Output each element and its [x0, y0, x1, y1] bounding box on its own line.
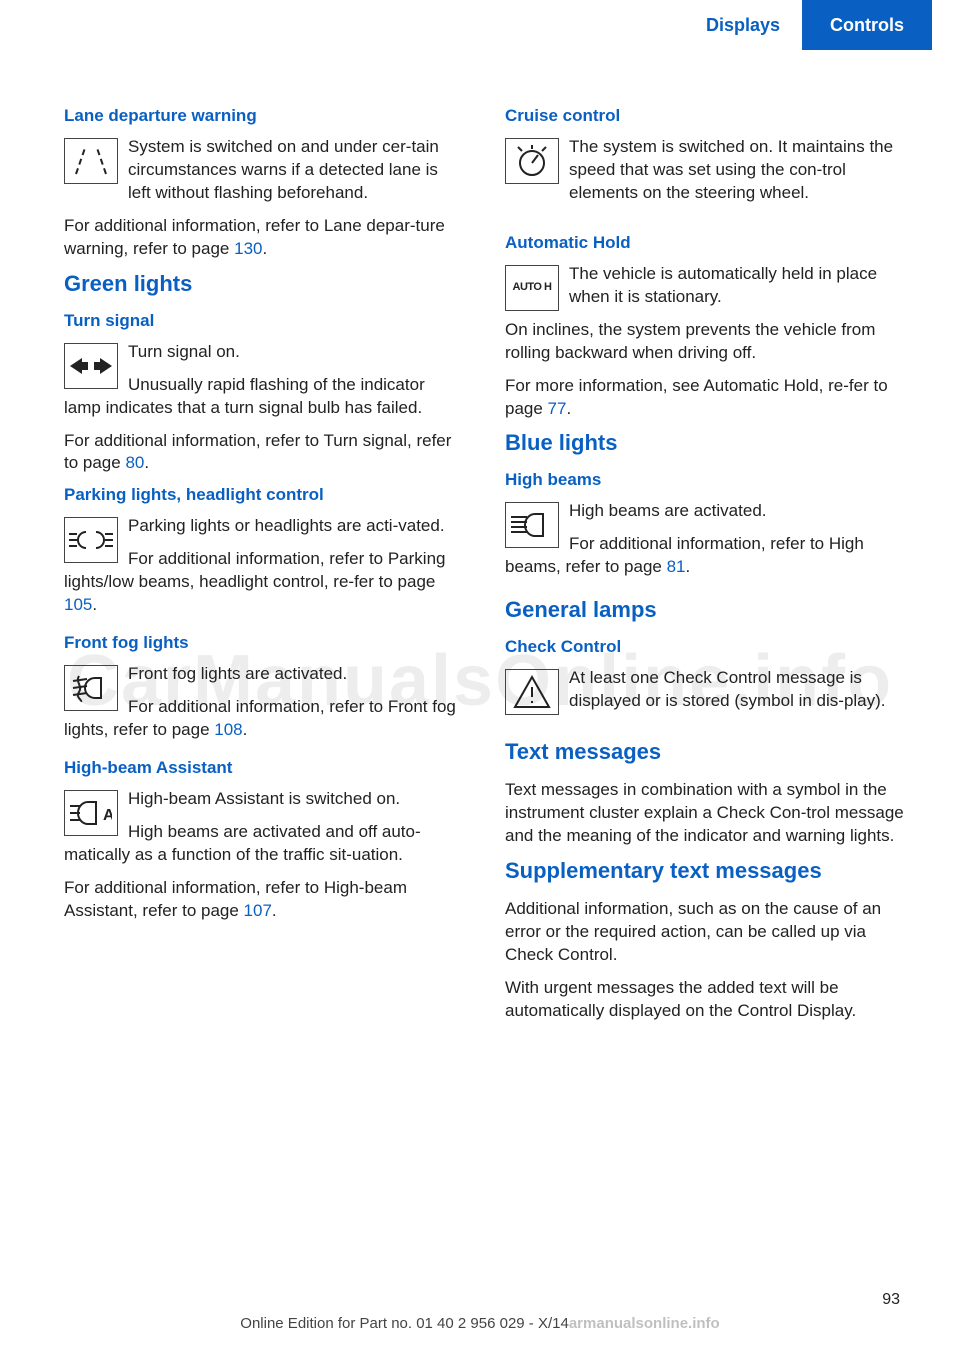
fog-lights-icon	[64, 665, 118, 711]
green-lights-title: Green lights	[64, 271, 465, 297]
high-beam-assist-line1: High-beam Assistant is switched on.	[64, 788, 465, 811]
turn-signal-ref-suffix: .	[144, 453, 149, 472]
page-link-130[interactable]: 130	[234, 239, 262, 258]
high-beam-assist-ref-prefix: For additional information, refer to Hig…	[64, 878, 407, 920]
lane-departure-title: Lane departure warning	[64, 106, 465, 126]
cruise-control-block: The system is switched on. It maintains …	[505, 136, 906, 215]
auto-hold-icon: AUTO H	[505, 265, 559, 311]
cruise-control-title: Cruise control	[505, 106, 906, 126]
page-header: Displays Controls	[0, 0, 960, 50]
left-column: Lane departure warning System is switche…	[64, 100, 465, 1033]
page-link-108[interactable]: 108	[214, 720, 242, 739]
front-fog-title: Front fog lights	[64, 633, 465, 653]
cruise-control-icon	[505, 138, 559, 184]
page-link-80[interactable]: 80	[125, 453, 144, 472]
turn-signal-ref: For additional information, refer to Tur…	[64, 430, 465, 476]
page-footer: 93 Online Edition for Part no. 01 40 2 9…	[0, 1291, 960, 1332]
high-beam-assist-icon: A	[64, 790, 118, 836]
high-beams-ref: For additional information, refer to Hig…	[505, 533, 906, 579]
turn-signal-ref-prefix: For additional information, refer to Tur…	[64, 431, 451, 473]
parking-lights-icon	[64, 517, 118, 563]
lane-departure-body: System is switched on and under cer‐tain…	[64, 136, 465, 205]
lane-departure-block: System is switched on and under cer‐tain…	[64, 136, 465, 215]
header-tabs: Displays Controls	[684, 0, 932, 50]
parking-lights-line1: Parking lights or headlights are acti‐va…	[64, 515, 465, 538]
supplementary-body2: With urgent messages the added text will…	[505, 977, 906, 1023]
parking-lights-title: Parking lights, headlight control	[64, 485, 465, 505]
footer-edition-prefix: Online Edition for Part no. 01 40 2 956 …	[240, 1315, 569, 1332]
high-beam-assist-ref: For additional information, refer to Hig…	[64, 877, 465, 923]
check-control-title: Check Control	[505, 637, 906, 657]
cruise-control-body: The system is switched on. It maintains …	[505, 136, 906, 205]
supplementary-body1: Additional information, such as on the c…	[505, 898, 906, 967]
lane-departure-icon	[64, 138, 118, 184]
high-beam-assist-line2: High beams are activated and off auto‐ma…	[64, 821, 465, 867]
automatic-hold-ref-suffix: .	[566, 399, 571, 418]
footer-edition-line: Online Edition for Part no. 01 40 2 956 …	[0, 1315, 960, 1332]
right-column: Cruise control The system is switched on…	[505, 100, 906, 1033]
high-beams-icon	[505, 502, 559, 548]
front-fog-ref: For additional information, refer to Fro…	[64, 696, 465, 742]
high-beams-line1: High beams are activated.	[505, 500, 906, 523]
parking-lights-ref: For additional information, refer to Par…	[64, 548, 465, 617]
automatic-hold-block: AUTO H The vehicle is automatically held…	[505, 263, 906, 375]
turn-signal-icon	[64, 343, 118, 389]
page-link-81[interactable]: 81	[667, 557, 686, 576]
parking-lights-block: Parking lights or headlights are acti‐va…	[64, 515, 465, 627]
text-messages-body: Text messages in combination with a symb…	[505, 779, 906, 848]
automatic-hold-title: Automatic Hold	[505, 233, 906, 253]
page-number: 93	[0, 1291, 960, 1309]
turn-signal-block: Turn signal on. Unusually rapid flashing…	[64, 341, 465, 430]
front-fog-ref-suffix: .	[243, 720, 248, 739]
high-beam-assist-title: High-beam Assistant	[64, 758, 465, 778]
lane-departure-ref: For additional information, refer to Lan…	[64, 215, 465, 261]
blue-lights-title: Blue lights	[505, 430, 906, 456]
general-lamps-title: General lamps	[505, 597, 906, 623]
page-body: Lane departure warning System is switche…	[0, 50, 960, 1033]
high-beam-assist-ref-suffix: .	[272, 901, 277, 920]
warning-triangle-icon	[505, 669, 559, 715]
check-control-body: At least one Check Control message is di…	[505, 667, 906, 713]
turn-signal-title: Turn signal	[64, 311, 465, 331]
front-fog-ref-prefix: For additional information, refer to Fro…	[64, 697, 456, 739]
supplementary-title: Supplementary text messages	[505, 858, 906, 884]
turn-signal-line2: Unusually rapid flashing of the indicato…	[64, 374, 465, 420]
automatic-hold-line2: On inclines, the system prevents the veh…	[505, 319, 906, 365]
front-fog-line1: Front fog lights are activated.	[64, 663, 465, 686]
high-beams-block: High beams are activated. For additional…	[505, 500, 906, 589]
page-link-105[interactable]: 105	[64, 595, 92, 614]
text-messages-title: Text messages	[505, 739, 906, 765]
page-link-77[interactable]: 77	[548, 399, 567, 418]
header-tab-displays: Displays	[684, 15, 802, 36]
header-tab-controls: Controls	[802, 0, 932, 50]
high-beams-title: High beams	[505, 470, 906, 490]
front-fog-block: Front fog lights are activated. For addi…	[64, 663, 465, 752]
svg-text:A: A	[103, 807, 112, 824]
parking-lights-ref-prefix: For additional information, refer to Par…	[64, 549, 446, 591]
automatic-hold-line1: The vehicle is automatically held in pla…	[505, 263, 906, 309]
page-link-107[interactable]: 107	[244, 901, 272, 920]
check-control-block: At least one Check Control message is di…	[505, 667, 906, 723]
automatic-hold-ref: For more information, see Automatic Hold…	[505, 375, 906, 421]
high-beams-ref-suffix: .	[686, 557, 691, 576]
lane-departure-ref-suffix: .	[262, 239, 267, 258]
turn-signal-line1: Turn signal on.	[64, 341, 465, 364]
high-beam-assist-block: A High-beam Assistant is switched on. Hi…	[64, 788, 465, 877]
footer-watermark-tail: armanualsonline.info	[569, 1315, 720, 1332]
parking-lights-ref-suffix: .	[92, 595, 97, 614]
